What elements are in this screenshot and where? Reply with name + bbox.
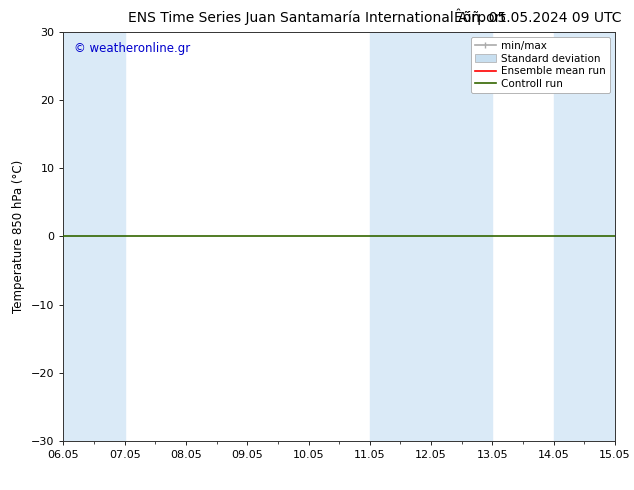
Legend: min/max, Standard deviation, Ensemble mean run, Controll run: min/max, Standard deviation, Ensemble me… xyxy=(470,37,610,93)
Bar xyxy=(370,32,493,441)
Text: © weatheronline.gr: © weatheronline.gr xyxy=(74,42,191,55)
Bar xyxy=(553,32,634,441)
Text: Êõñ. 05.05.2024 09 UTC: Êõñ. 05.05.2024 09 UTC xyxy=(454,11,621,25)
Y-axis label: Temperature 850 hPa (°C): Temperature 850 hPa (°C) xyxy=(12,160,25,313)
Text: ENS Time Series Juan Santamaría International Airport: ENS Time Series Juan Santamaría Internat… xyxy=(128,11,506,25)
Bar xyxy=(63,32,125,441)
